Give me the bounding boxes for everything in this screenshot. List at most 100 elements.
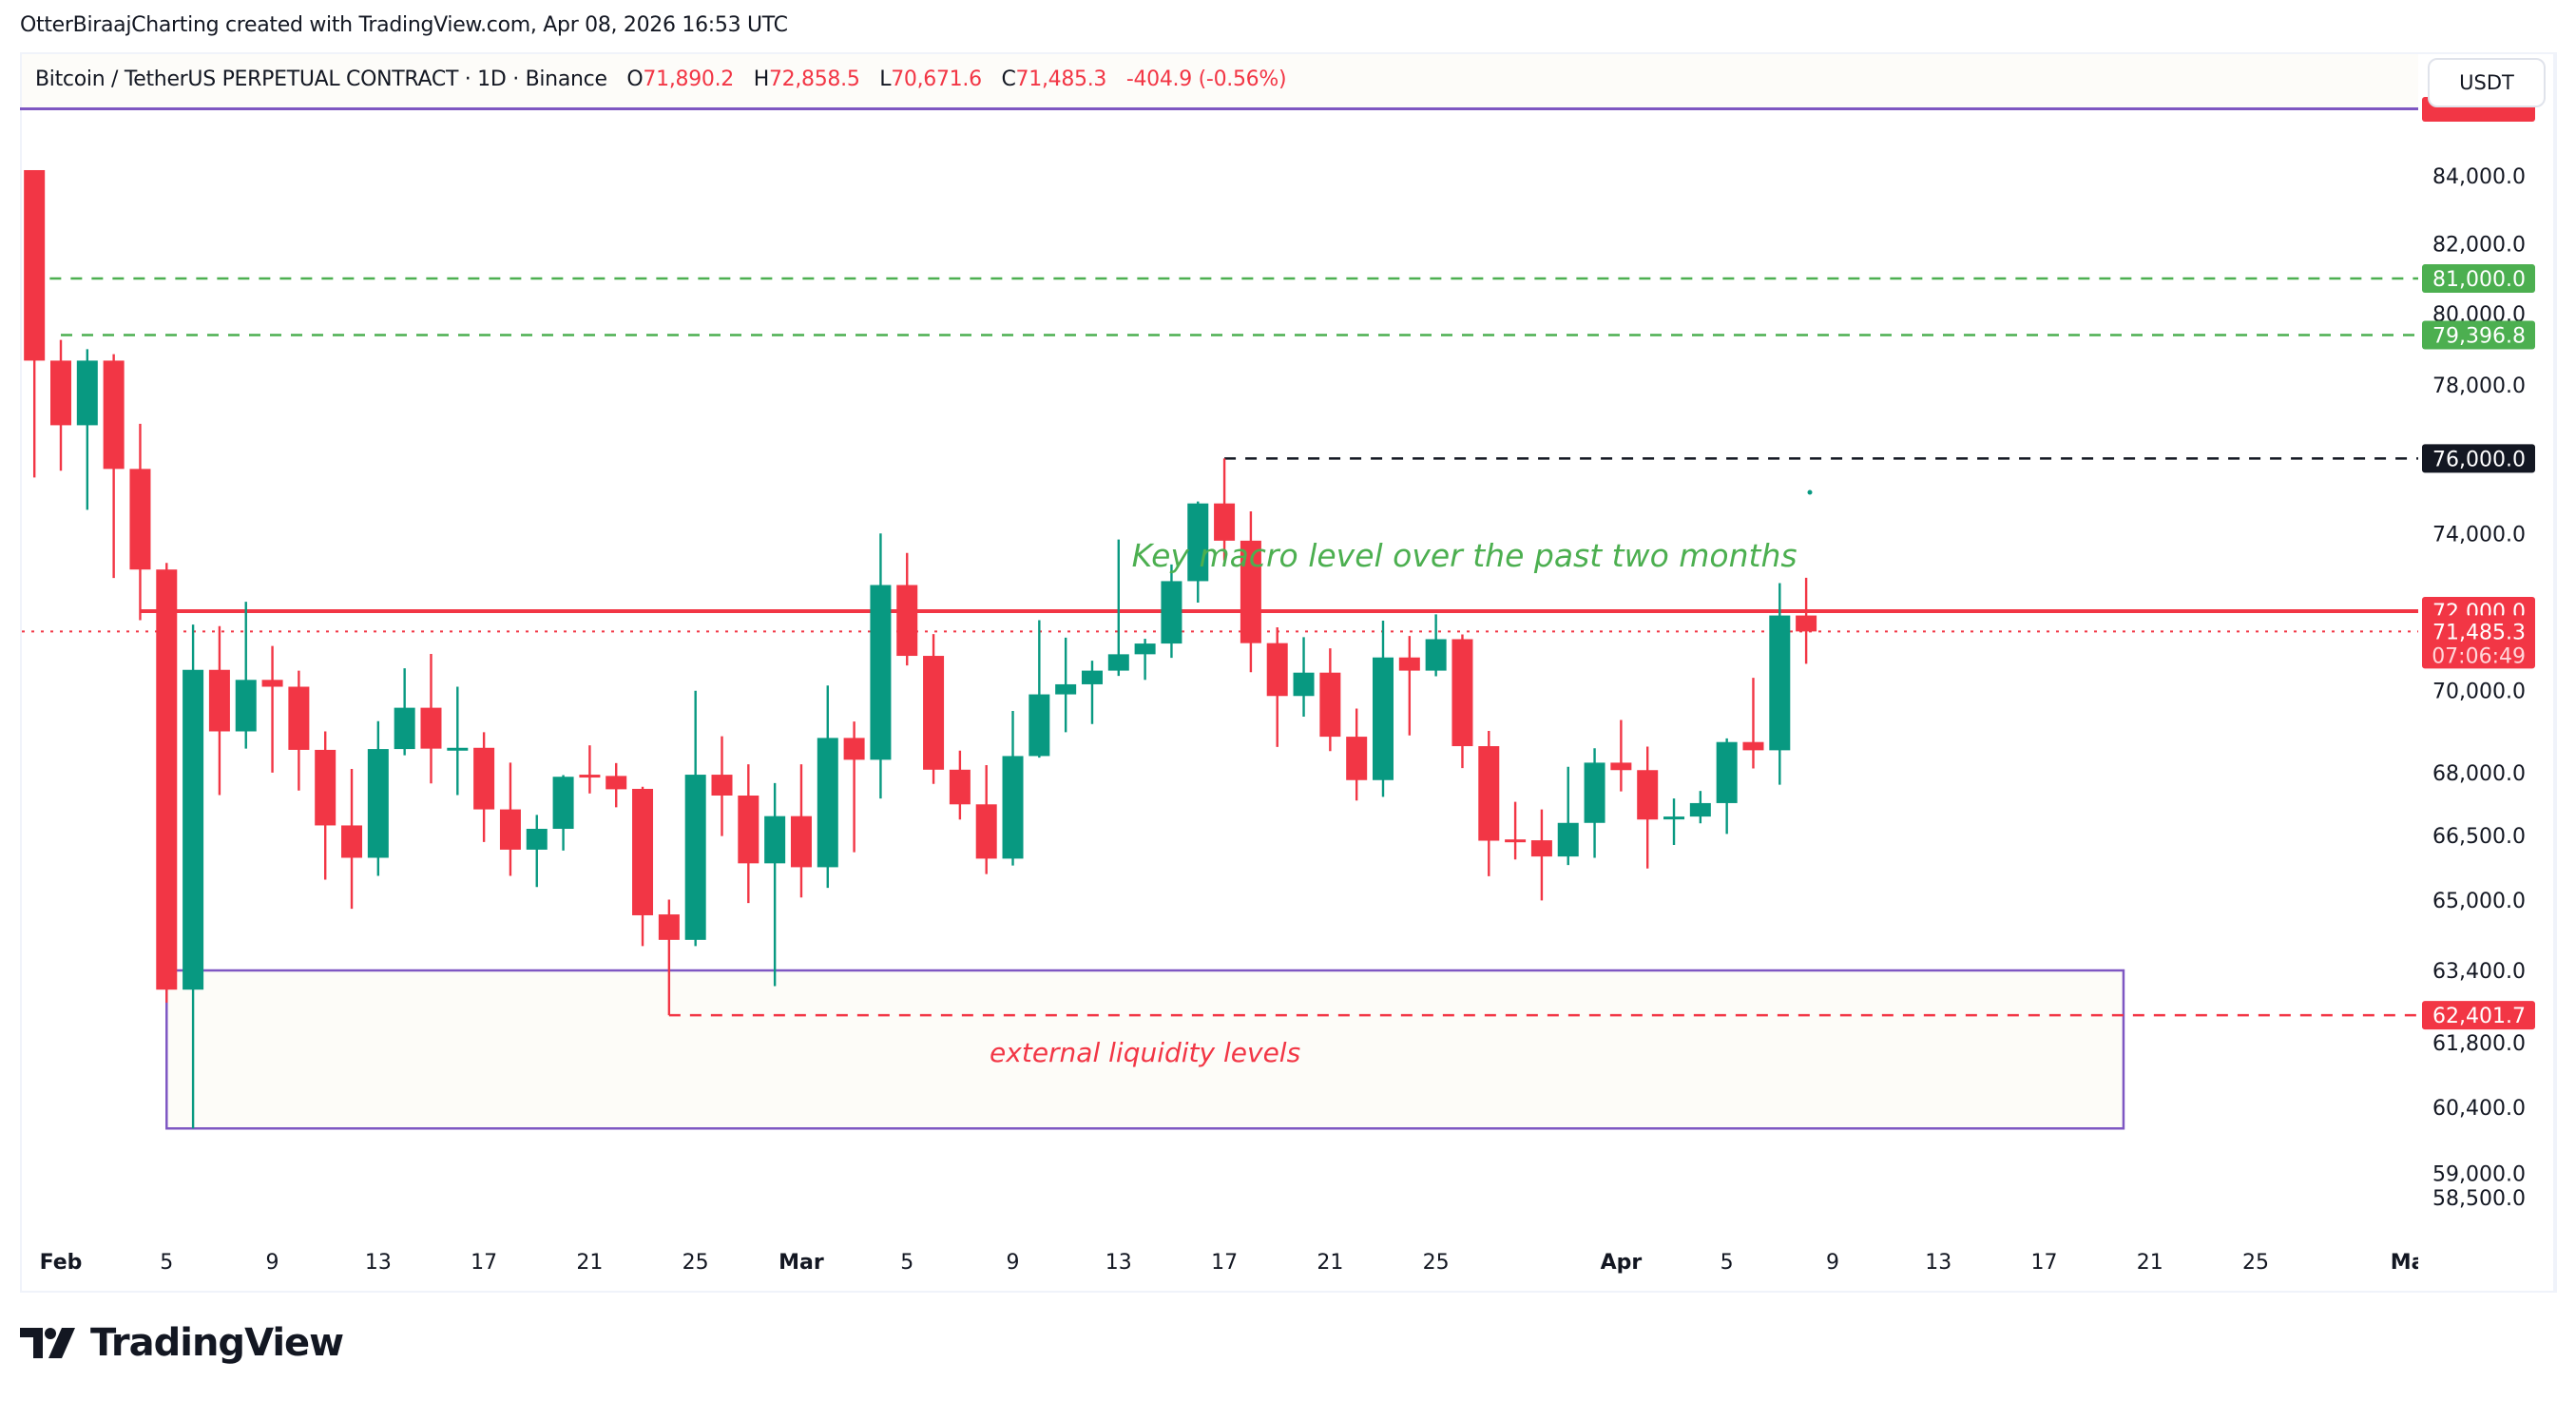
candle-2026-02-12[interactable] <box>341 768 363 910</box>
candle-2026-03-06[interactable] <box>923 634 945 784</box>
candle-2026-03-25[interactable] <box>1425 614 1447 677</box>
candle-2026-03-30[interactable] <box>1557 766 1579 866</box>
candle-2026-02-02[interactable] <box>76 349 98 510</box>
chart-attribution: OtterBiraajCharting created with Trading… <box>20 13 788 37</box>
candle-2026-01-31[interactable] <box>24 169 46 478</box>
price-label-bg <box>2422 264 2535 294</box>
currency-button[interactable]: USDT <box>2428 58 2546 107</box>
candle-2026-02-22[interactable] <box>606 762 627 808</box>
open-value: 71,890.2 <box>643 67 734 91</box>
candle-2026-02-26[interactable] <box>711 736 733 836</box>
time-tick-label: 9 <box>1826 1251 1839 1275</box>
candle-2026-03-07[interactable] <box>949 750 971 820</box>
candle-2026-02-10[interactable] <box>288 670 310 791</box>
candle-2026-03-17[interactable] <box>1214 458 1236 561</box>
candle-2026-03-08[interactable] <box>975 765 997 874</box>
candle-2026-04-06[interactable] <box>1742 678 1764 769</box>
candle-2026-04-05[interactable] <box>1716 738 1738 835</box>
candle-2026-02-25[interactable] <box>684 690 706 947</box>
candle-2026-03-18[interactable] <box>1240 511 1261 673</box>
candle-2026-02-08[interactable] <box>235 602 257 749</box>
candle-2026-03-15[interactable] <box>1161 564 1182 659</box>
time-tick-label: 21 <box>1317 1251 1343 1275</box>
candle-2026-03-28[interactable] <box>1505 801 1527 860</box>
candle-2026-02-21[interactable] <box>579 745 601 794</box>
candle-2026-04-03[interactable] <box>1663 798 1685 845</box>
candle-body <box>76 360 98 426</box>
candle-body <box>208 669 230 732</box>
candle-2026-03-20[interactable] <box>1293 637 1315 718</box>
candle-2026-02-20[interactable] <box>552 775 574 851</box>
candle-2026-02-27[interactable] <box>738 764 759 904</box>
candle-2026-02-09[interactable] <box>261 645 283 773</box>
candle-body <box>1266 643 1288 697</box>
level-79396-price-label: 79,396.8 <box>2422 320 2535 350</box>
candle-2026-02-01[interactable] <box>50 339 71 471</box>
open-label: O <box>626 67 644 91</box>
candle-2026-02-16[interactable] <box>447 686 469 796</box>
time-tick-label: 9 <box>1007 1251 1020 1275</box>
candle-2026-02-24[interactable] <box>658 899 680 1016</box>
candle-2026-02-06[interactable] <box>183 624 204 1129</box>
candle-2026-03-10[interactable] <box>1028 620 1050 758</box>
last-price-value: 71,485.3 <box>2432 621 2526 644</box>
symbol-title[interactable]: Bitcoin / TetherUS PERPETUAL CONTRACT · … <box>35 67 607 91</box>
candle-2026-03-16[interactable] <box>1187 501 1209 603</box>
candle-2026-03-03[interactable] <box>843 721 865 853</box>
box-label: external liquidity levels <box>990 1037 1300 1068</box>
candle-2026-04-02[interactable] <box>1637 746 1659 869</box>
bar-countdown: 07:06:49 <box>2432 644 2526 668</box>
candle-2026-02-17[interactable] <box>473 732 495 842</box>
candle-2026-04-07[interactable] <box>1769 583 1791 785</box>
time-tick-label: 17 <box>2031 1251 2058 1275</box>
candle-2026-02-13[interactable] <box>367 720 389 876</box>
candle-2026-03-24[interactable] <box>1398 636 1420 736</box>
candle-2026-03-21[interactable] <box>1319 648 1341 752</box>
candle-2026-03-12[interactable] <box>1081 661 1103 724</box>
candle-2026-03-19[interactable] <box>1266 627 1288 747</box>
candle-2026-02-07[interactable] <box>208 625 230 796</box>
macro-level-annotation[interactable]: Key macro level over the past two months <box>1132 537 1797 574</box>
candle-body <box>1240 540 1261 643</box>
candle-2026-02-14[interactable] <box>394 668 415 756</box>
price-axis[interactable]: 84,000.082,000.080,000.078,000.074,000.0… <box>2422 97 2535 1211</box>
candle-2026-03-26[interactable] <box>1451 634 1473 769</box>
candle-2026-03-01[interactable] <box>790 764 812 898</box>
candle-2026-03-23[interactable] <box>1373 620 1394 797</box>
candle-2026-03-09[interactable] <box>1002 711 1024 866</box>
candle-2026-02-28[interactable] <box>764 782 786 987</box>
high-value: 72,858.5 <box>768 67 860 91</box>
time-axis[interactable]: Feb 5 9 13 17 21 25 Mar 5 9 13 17 21 25 Apr 5 9 13 17 21 25 M… <box>40 1251 2439 1275</box>
candle-2026-02-18[interactable] <box>499 762 521 876</box>
candle-2026-02-05[interactable] <box>156 563 178 1003</box>
candle-2026-02-15[interactable] <box>420 653 442 784</box>
candle-2026-03-04[interactable] <box>870 533 892 799</box>
axis-separator <box>2555 52 2557 1293</box>
price-label-text: 76,000.0 <box>2432 448 2526 471</box>
level-81000-price-label: 81,000.0 <box>2422 264 2535 294</box>
candle-2026-04-01[interactable] <box>1610 720 1632 792</box>
candle-2026-04-04[interactable] <box>1689 791 1711 824</box>
candle-2026-03-31[interactable] <box>1584 748 1605 858</box>
candle-body <box>261 680 283 687</box>
liquidity-box[interactable] <box>165 969 2125 1130</box>
candle-2026-02-11[interactable] <box>315 731 336 880</box>
candle-body <box>1584 762 1605 823</box>
candle-2026-03-14[interactable] <box>1134 639 1156 681</box>
candle-2026-03-29[interactable] <box>1530 809 1552 901</box>
candle-2026-02-23[interactable] <box>632 786 654 947</box>
candle-2026-03-27[interactable] <box>1478 731 1500 876</box>
candle-2026-02-04[interactable] <box>129 423 151 621</box>
candle-2026-03-11[interactable] <box>1055 637 1077 733</box>
candle-2026-02-19[interactable] <box>526 815 548 888</box>
time-tick-label: Mar <box>779 1251 824 1275</box>
candle-2026-03-05[interactable] <box>896 552 918 666</box>
candle-2026-03-22[interactable] <box>1346 708 1368 801</box>
candle-2026-03-13[interactable] <box>1107 539 1129 677</box>
time-tick-label: 21 <box>2137 1251 2163 1275</box>
price-label-bg <box>2422 444 2535 473</box>
candle-2026-02-03[interactable] <box>103 354 125 579</box>
candle-2026-04-08[interactable] <box>1796 577 1817 664</box>
candle-2026-03-02[interactable] <box>817 685 838 889</box>
